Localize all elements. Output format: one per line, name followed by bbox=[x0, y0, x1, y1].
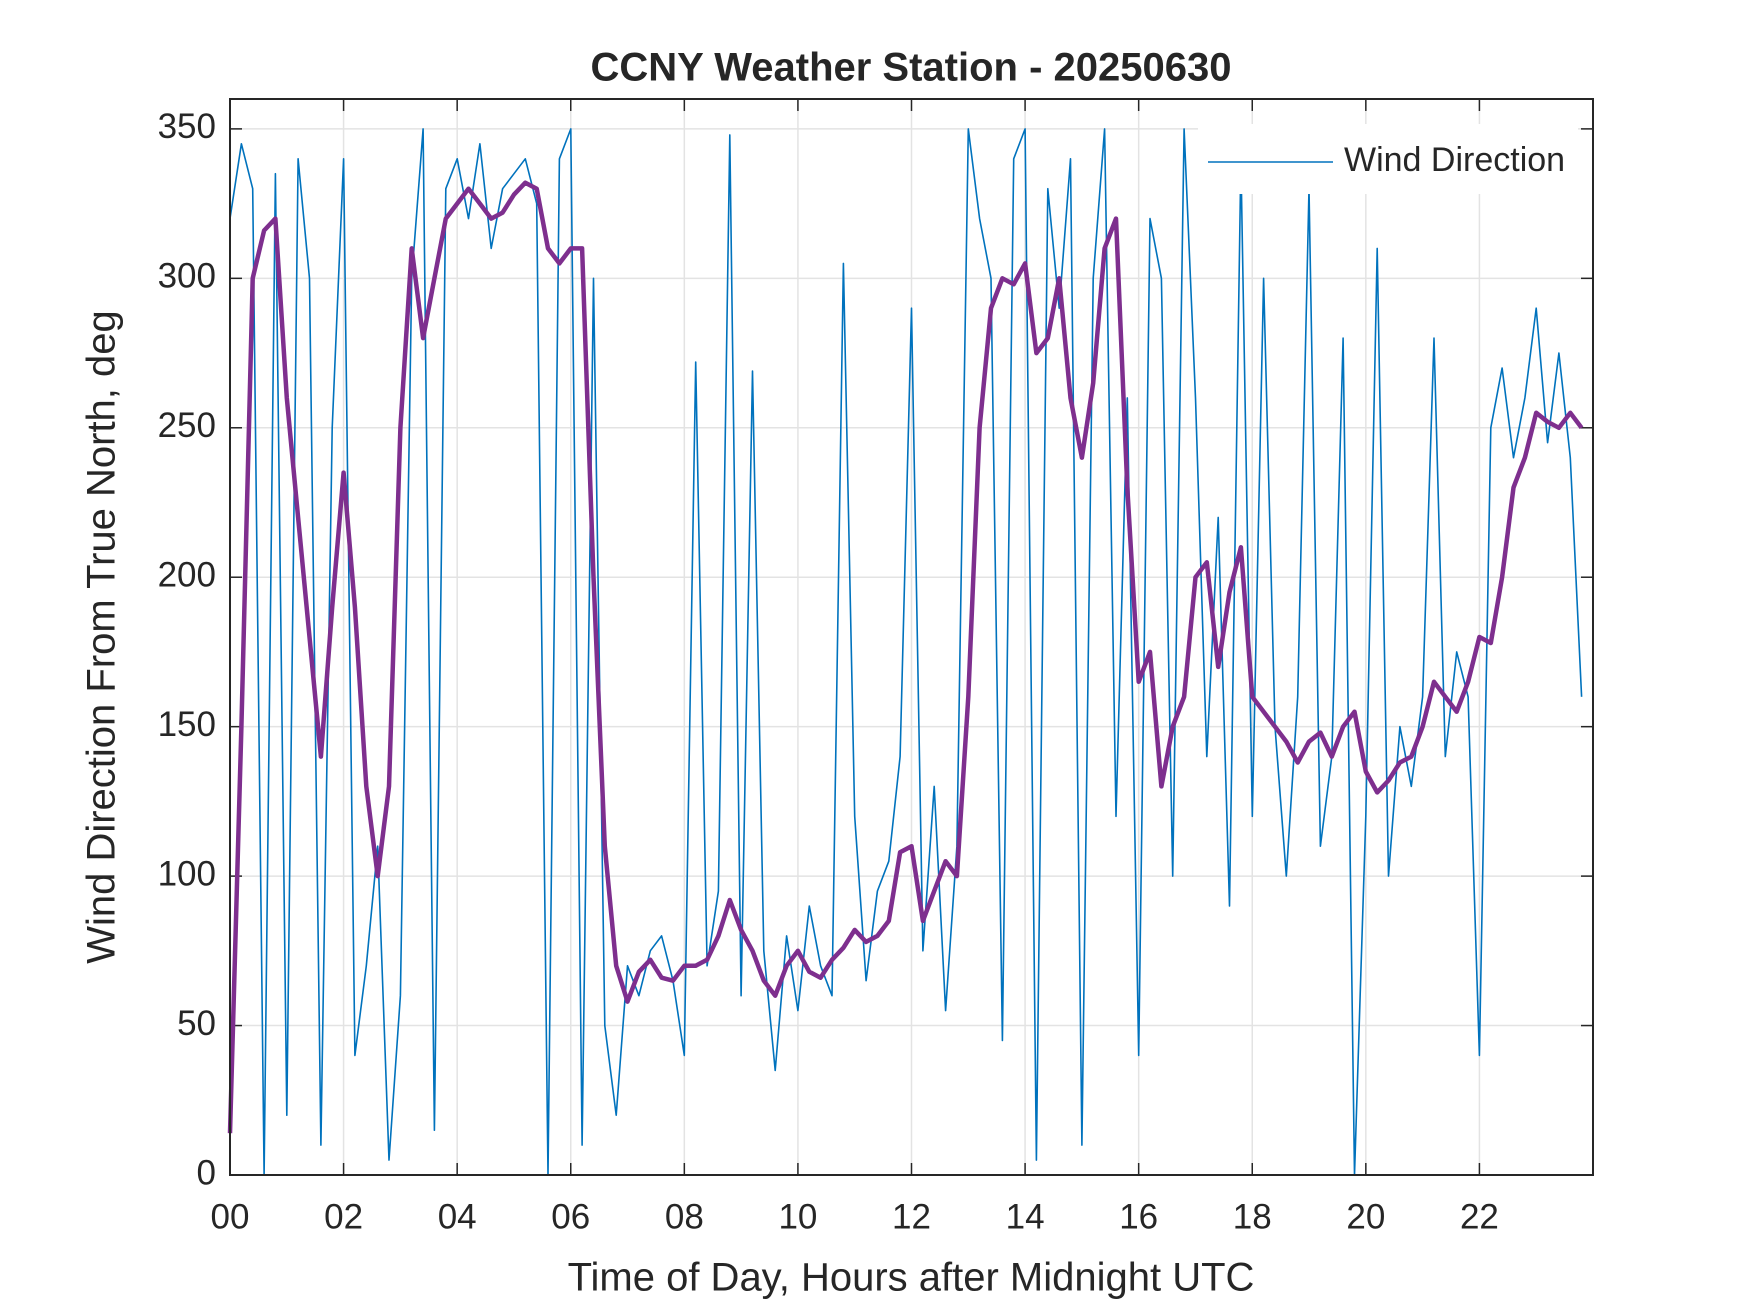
legend-label: Wind Direction bbox=[1344, 141, 1565, 179]
y-tick-label: 300 bbox=[158, 257, 216, 296]
x-tick-label: 06 bbox=[551, 1197, 590, 1236]
plot-frame bbox=[229, 98, 1594, 1176]
x-tick-label: 12 bbox=[892, 1197, 931, 1236]
y-tick-label: 250 bbox=[158, 406, 216, 445]
legend-box bbox=[1198, 124, 1578, 194]
y-tick-label: 150 bbox=[158, 705, 216, 744]
x-tick-label: 04 bbox=[438, 1197, 477, 1236]
chart-title: CCNY Weather Station - 20250630 bbox=[591, 46, 1232, 90]
data-line bbox=[227, 180, 1584, 1134]
y-tick-label: 100 bbox=[158, 854, 216, 893]
x-tick-label: 20 bbox=[1346, 1197, 1385, 1236]
x-tick-label: 00 bbox=[211, 1197, 250, 1236]
y-tick-label: 200 bbox=[158, 555, 216, 594]
x-axis-label: Time of Day, Hours after Midnight UTC bbox=[568, 1256, 1255, 1300]
x-tick-label: 10 bbox=[778, 1197, 817, 1236]
x-tick-label: 02 bbox=[324, 1197, 363, 1236]
x-tick-label: 18 bbox=[1233, 1197, 1272, 1236]
y-tick-label: 350 bbox=[158, 107, 216, 146]
x-tick-label: 14 bbox=[1006, 1197, 1045, 1236]
y-tick-label: 50 bbox=[177, 1004, 216, 1043]
y-axis-label: Wind Direction From True North, deg bbox=[80, 310, 124, 964]
x-tick-label: 22 bbox=[1460, 1197, 1499, 1236]
data-line bbox=[229, 128, 1583, 1176]
x-tick-label: 08 bbox=[665, 1197, 704, 1236]
x-tick-label: 16 bbox=[1119, 1197, 1158, 1236]
y-tick-label: 0 bbox=[197, 1153, 216, 1192]
